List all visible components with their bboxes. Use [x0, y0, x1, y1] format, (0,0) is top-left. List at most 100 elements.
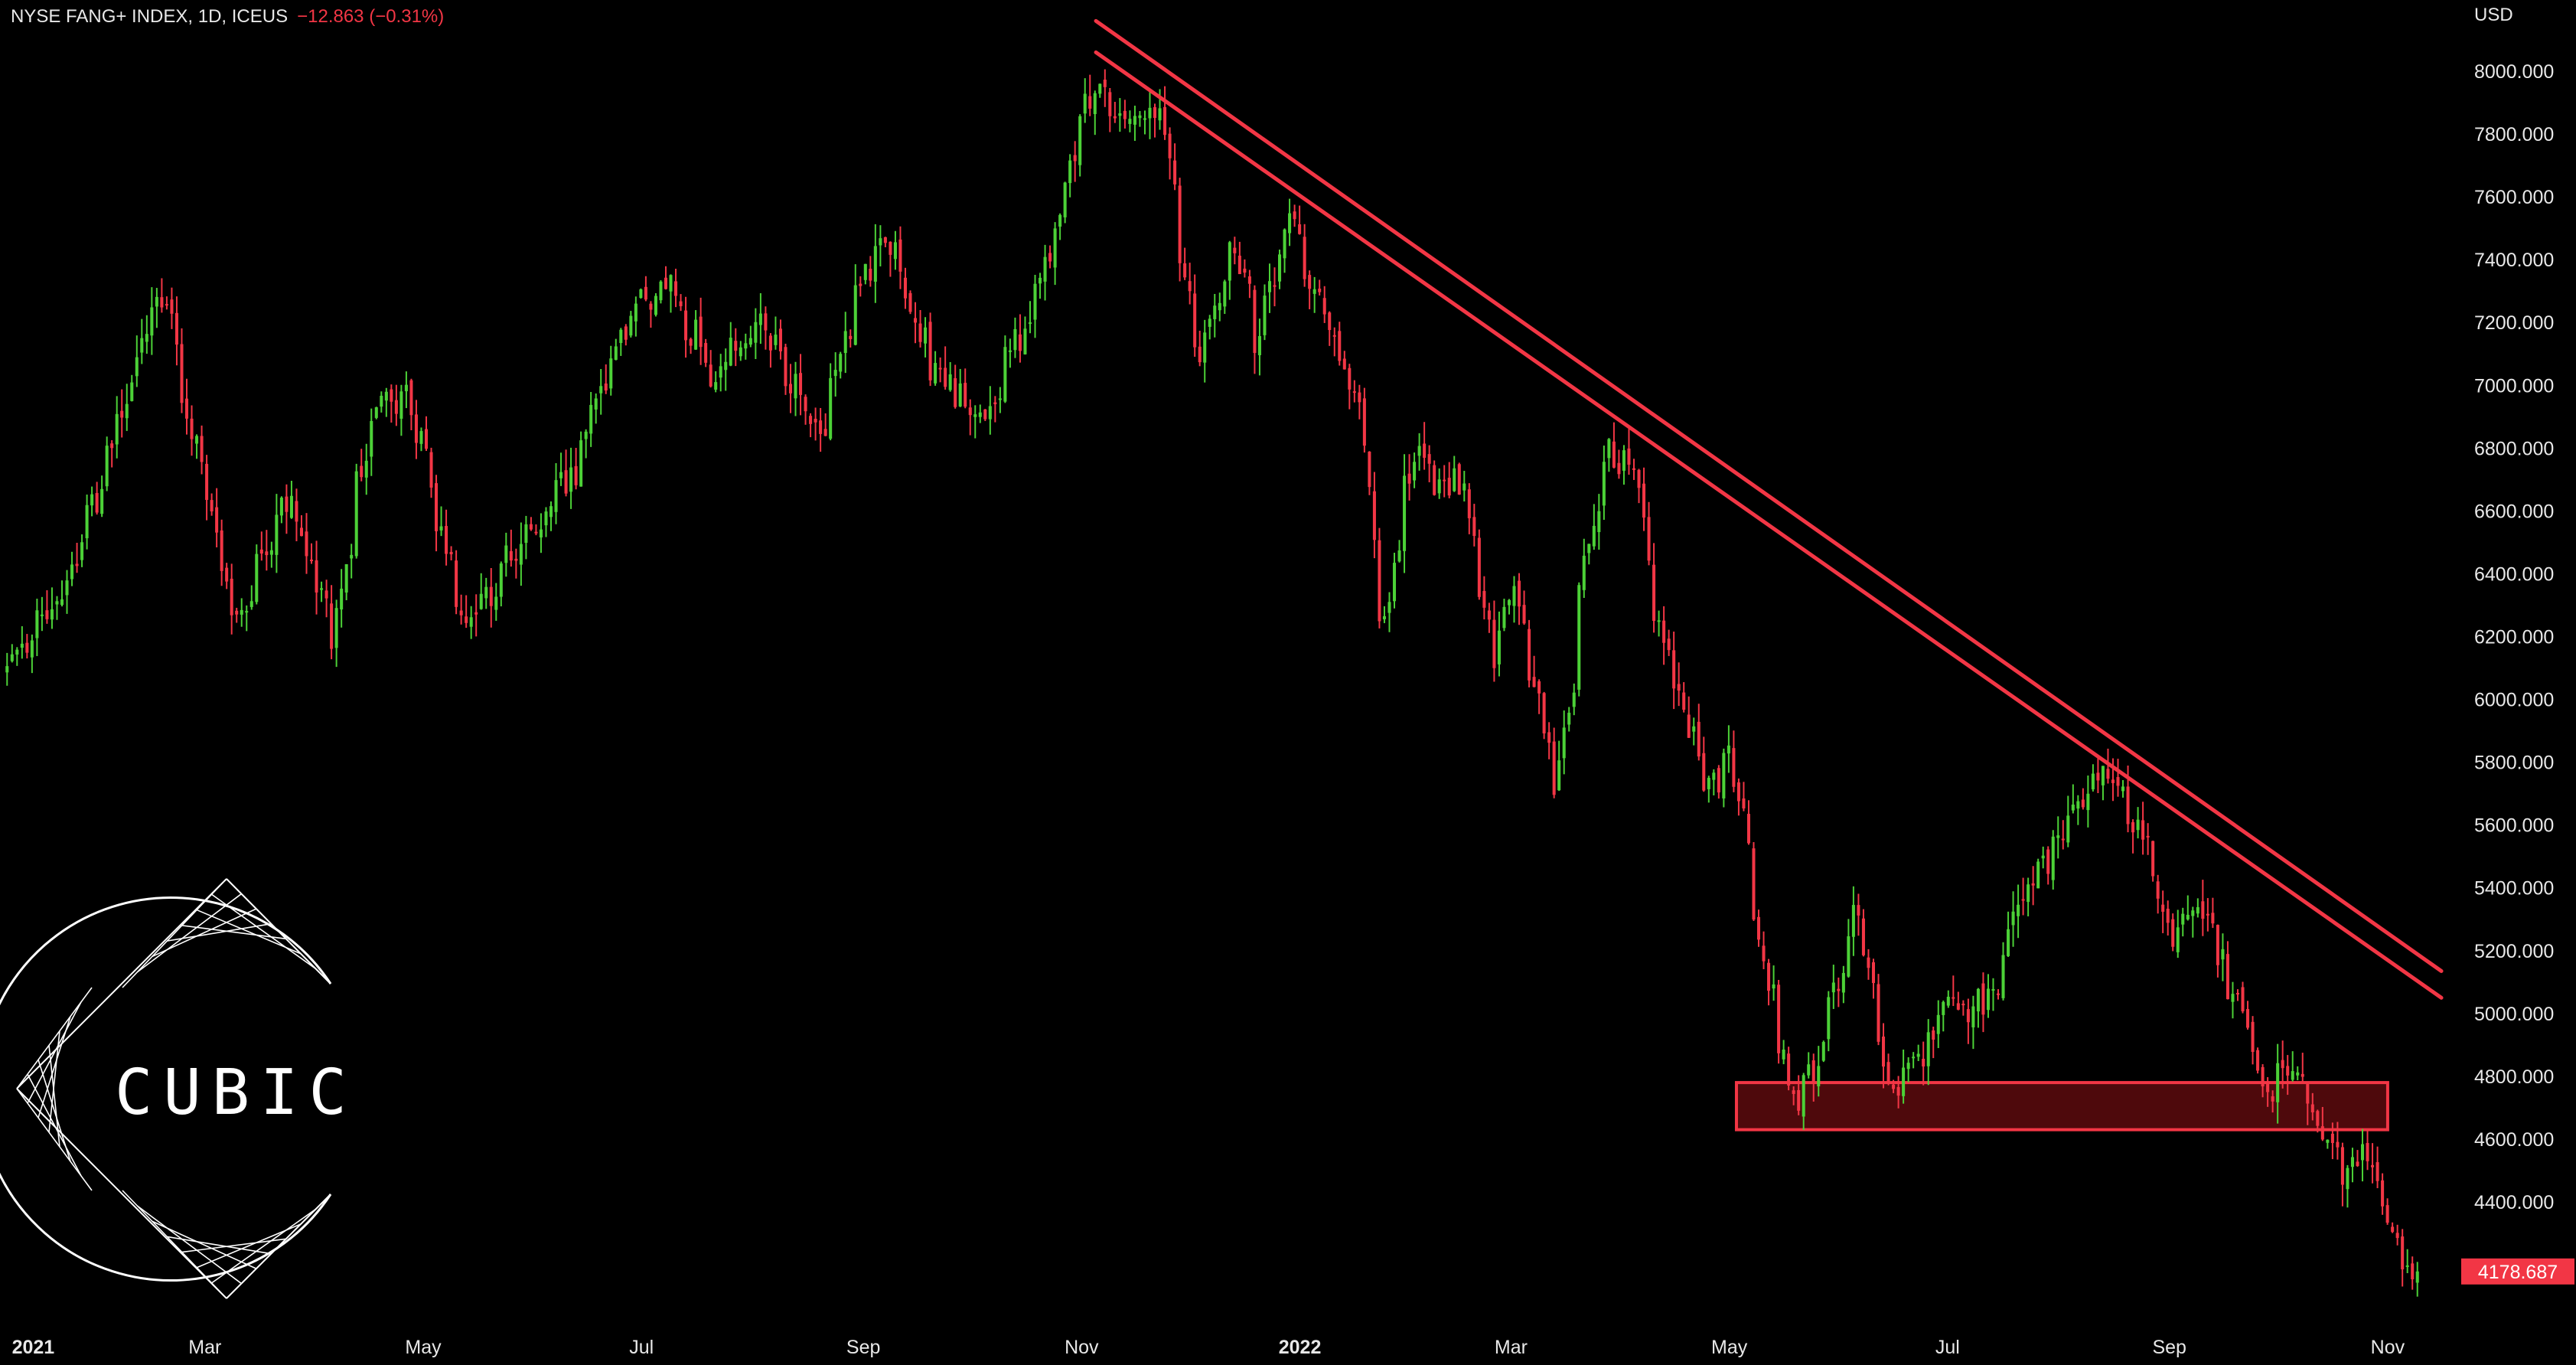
candle — [1986, 974, 1990, 1018]
candle — [1637, 469, 1641, 504]
candle — [1278, 250, 1282, 289]
candle — [714, 371, 718, 393]
candle — [1423, 422, 1427, 470]
candle — [534, 524, 538, 536]
candle — [659, 280, 663, 304]
candle — [2271, 1090, 2274, 1113]
candle — [1717, 765, 1720, 799]
candle — [1303, 224, 1306, 287]
candle — [1078, 114, 1082, 177]
time-tick-label: 2021 — [12, 1337, 55, 1358]
candle — [764, 306, 768, 350]
candle — [948, 361, 952, 392]
candle — [1877, 974, 1880, 1046]
price-axis[interactable]: 4400.000 4600.000 4800.000 5000.000 5200.000… — [2461, 61, 2574, 1285]
candle — [719, 354, 722, 392]
candle — [1372, 472, 1376, 559]
price-tick-label: 4800.000 — [2474, 1066, 2554, 1088]
candle — [1971, 995, 1975, 1050]
candle — [664, 266, 668, 290]
price-tick-label: 5600.000 — [2474, 815, 2554, 837]
candle — [1817, 1046, 1821, 1097]
symbol-title[interactable]: NYSE FANG+ INDEX, 1D, ICEUS — [11, 6, 289, 27]
candle — [1672, 632, 1676, 710]
candle — [1707, 776, 1710, 803]
candle — [1942, 1000, 1945, 1032]
candle — [265, 530, 269, 571]
price-tick-label: 6600.000 — [2474, 501, 2554, 522]
candle — [768, 333, 772, 368]
candle — [1787, 1047, 1791, 1091]
candle — [1048, 245, 1052, 269]
price-tick-label: 7800.000 — [2474, 124, 2554, 145]
candle — [1228, 240, 1231, 300]
price-tick-label: 7600.000 — [2474, 187, 2554, 208]
candle — [1178, 178, 1182, 282]
candle — [414, 400, 418, 459]
candle — [2395, 1224, 2399, 1246]
candle — [1892, 1079, 1896, 1093]
candle — [459, 594, 463, 625]
candle — [1976, 988, 1980, 1028]
candle — [220, 519, 223, 586]
candle — [1687, 696, 1691, 738]
candle — [1223, 279, 1227, 315]
candle — [1298, 205, 1302, 235]
candle — [674, 269, 678, 308]
candle — [2281, 1040, 2284, 1089]
candle — [1528, 619, 1531, 687]
candle — [1752, 842, 1756, 921]
candle — [758, 293, 762, 345]
trendline-0[interactable] — [1094, 18, 2444, 973]
candle — [1647, 501, 1651, 566]
candle — [1312, 276, 1316, 313]
candle — [1253, 285, 1257, 374]
candle — [833, 352, 837, 397]
candle — [245, 605, 249, 632]
candle — [973, 405, 977, 439]
candle — [1168, 127, 1172, 180]
candle — [2001, 942, 2005, 1001]
candle — [863, 263, 867, 285]
candles-layer — [5, 69, 2419, 1297]
candle — [774, 316, 778, 350]
candle — [110, 439, 114, 468]
candle — [1906, 1057, 1910, 1083]
time-tick-label: May — [405, 1337, 442, 1358]
candle — [439, 506, 443, 537]
candle — [360, 449, 364, 482]
candle — [1916, 1044, 1920, 1062]
candle — [964, 368, 967, 409]
candle — [35, 598, 39, 657]
candle — [1213, 293, 1217, 338]
candle — [1352, 380, 1356, 403]
candle — [449, 546, 453, 560]
currency-label: USD — [2474, 5, 2513, 25]
candle — [1138, 111, 1142, 127]
candle — [1328, 311, 1332, 346]
candle — [195, 434, 199, 459]
time-axis[interactable]: 2021 Mar May Jul Sep Nov 2022 Mar May Jul Sep Nov — [12, 1337, 2405, 1358]
trendline-1[interactable] — [1094, 50, 2444, 1000]
candle — [1338, 322, 1342, 366]
candle — [1482, 576, 1486, 620]
candle — [1802, 1073, 1805, 1131]
candle — [215, 488, 219, 547]
candle — [120, 389, 124, 438]
candle — [70, 551, 74, 586]
candle — [1183, 247, 1187, 280]
candle — [804, 394, 807, 425]
candle — [2251, 1016, 2255, 1065]
candle — [1587, 544, 1591, 565]
candle — [649, 301, 653, 328]
candle — [1203, 319, 1207, 383]
candle — [1777, 980, 1781, 1064]
candle — [1018, 314, 1022, 363]
candle — [1188, 263, 1192, 305]
candle — [609, 345, 613, 396]
price-tick-label: 6200.000 — [2474, 627, 2554, 648]
support-zone-0[interactable] — [1734, 1081, 2389, 1132]
candle — [279, 496, 283, 524]
